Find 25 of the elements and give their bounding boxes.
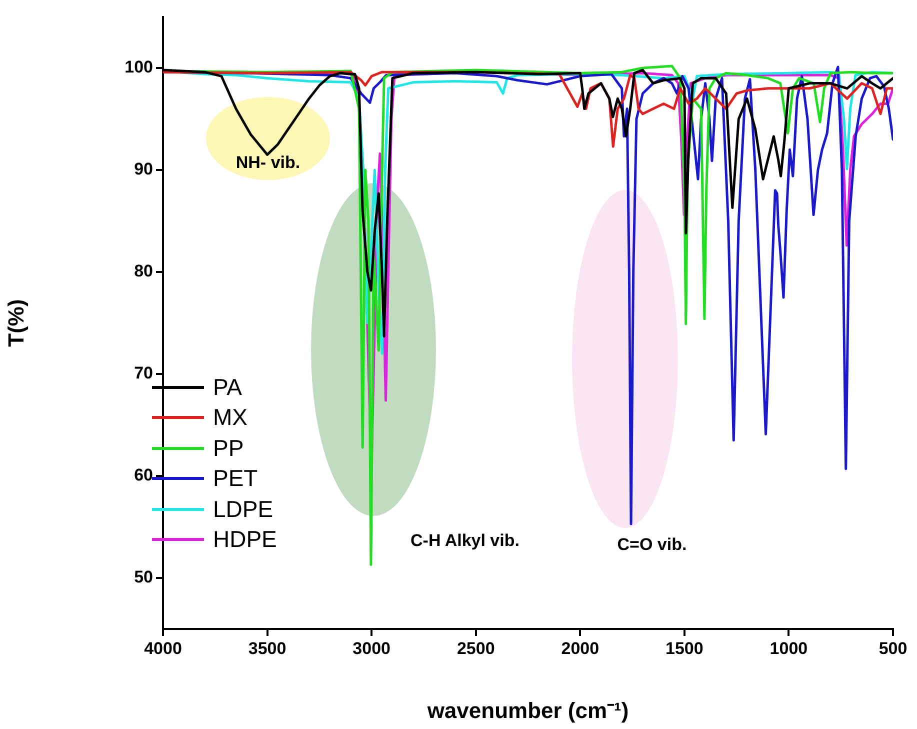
annotation: NH- vib.: [236, 153, 300, 173]
y-tick-label: 60: [134, 466, 153, 485]
x-tick-label: 1000: [770, 638, 808, 658]
legend-label: PP: [213, 434, 244, 462]
annotation: C=O vib.: [617, 535, 687, 555]
legend-label: HDPE: [213, 526, 277, 554]
x-tick-label: 1500: [666, 638, 704, 658]
y-tick-label: 50: [134, 568, 153, 587]
y-axis-title: T(%): [3, 299, 28, 347]
legend-label: PET: [213, 465, 258, 492]
y-tick-label: 80: [134, 262, 153, 281]
x-tick-label: 3000: [352, 638, 390, 658]
x-tick-label: 3500: [248, 638, 286, 658]
x-tick-label: 500: [878, 638, 908, 658]
legend-label: PA: [213, 374, 242, 401]
y-tick-label: 70: [134, 364, 153, 383]
annotation: C-H Alkyl vib.: [410, 531, 520, 551]
y-tick-label: 90: [134, 160, 153, 179]
x-axis-title: wavenumber (cm⁻¹): [426, 698, 629, 723]
y-tick-label: 100: [124, 58, 153, 77]
x-tick-label: 2000: [561, 638, 600, 658]
x-tick-label: 4000: [144, 638, 182, 658]
legend-label: LDPE: [213, 496, 274, 523]
x-tick-label: 2500: [456, 638, 495, 658]
legend-label: MX: [213, 404, 248, 432]
